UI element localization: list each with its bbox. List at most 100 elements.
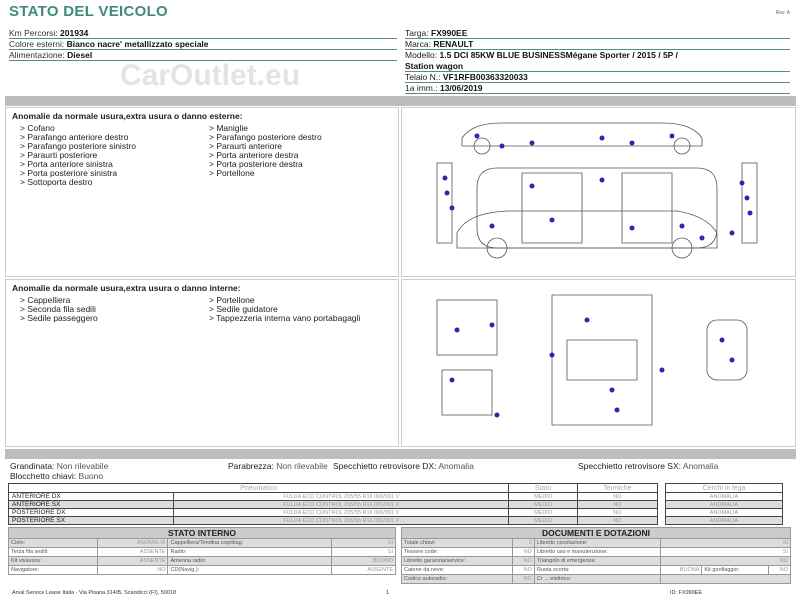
table-row: Tessere code: NO Libretto uso e manutenzio… xyxy=(401,547,791,557)
tyres-table: Pneumatico Stato Termiche ANTERIORE DX FULD… xyxy=(7,483,659,525)
tyre-termiche: NO xyxy=(576,516,659,525)
modello-row-2: Station wagon xyxy=(405,61,790,72)
field-label: Tessere code: xyxy=(401,547,513,557)
specchietto-dx: Specchietto retrovisore DX: Anomalia xyxy=(333,462,474,471)
exterior-diagram xyxy=(401,107,796,277)
value: RENAULT xyxy=(433,39,474,49)
damage-marker xyxy=(444,190,450,196)
interior-diagram xyxy=(401,279,796,447)
cerchi-value: ANOMALIA xyxy=(665,516,783,525)
footer-ref: ID: FX990EE xyxy=(670,590,703,596)
table-row: Cielo: ANOMALIA Cappelliera/Tendina coprib… xyxy=(7,538,397,548)
damage-item: > Porta posteriore destra xyxy=(209,159,303,169)
label: Targa: xyxy=(405,28,429,38)
damage-marker xyxy=(679,223,685,229)
damage-marker xyxy=(549,352,555,358)
value: Non rilevabile xyxy=(56,461,109,471)
damage-item: > Porta anteriore sinistra xyxy=(20,159,113,169)
targa-row: Targa: FX990EE xyxy=(405,28,790,39)
damage-marker xyxy=(442,175,448,181)
field-label: Kit vivavoce: xyxy=(7,556,99,566)
divider-bar xyxy=(5,96,796,106)
label: Marca: xyxy=(405,39,431,49)
stato-interno-table: STATO INTERNO Cielo: ANOMALIA Cappelliera/… xyxy=(7,527,397,575)
grandinata: Grandinata: Non rilevabile xyxy=(10,462,108,471)
colore-row: Colore esterni: Bianco nacre' metallizza… xyxy=(9,39,397,50)
tyre-stato: MEDIO xyxy=(508,492,578,501)
label: 1a imm.: xyxy=(405,83,438,93)
header: Stato xyxy=(508,483,578,493)
tyre-row: POSTERIORE DX FULDA ECO CONTROL 205/55 R1… xyxy=(8,508,659,517)
field-label: Kit gonfiaggio: xyxy=(701,565,769,575)
field-label: Libretto circolazione: xyxy=(533,538,662,548)
damage-marker xyxy=(529,183,535,189)
damage-marker xyxy=(744,195,750,201)
value: Bianco nacre' metallizzato speciale xyxy=(66,39,209,49)
damage-item: > Sottoporta destro xyxy=(20,177,93,187)
damage-item: > Sedile passeggero xyxy=(20,313,98,323)
label: Telaio N.: xyxy=(405,72,441,82)
damage-marker xyxy=(599,135,605,141)
tyre-stato: MEDIO xyxy=(508,500,578,509)
cerchi-value: ANOMALIA xyxy=(665,500,783,509)
section-title: STATO INTERNO xyxy=(8,527,396,539)
damage-item: > Parafango posteriore destro xyxy=(209,132,322,142)
parabrezza: Parabrezza: Non rilevabile xyxy=(228,462,328,471)
damage-marker xyxy=(599,177,605,183)
revision: Rev. A xyxy=(775,10,790,16)
tyre-pos: ANTERIORE DX xyxy=(8,492,174,501)
table-row: Libretto garanzia/service: NO Triangolo di… xyxy=(401,556,791,566)
cerchi-row: ANOMALIA xyxy=(665,516,783,525)
documenti-table: DOCUMENTI E DOTAZIONI Totale chiavi: 2 Lib… xyxy=(401,527,792,584)
table-row: Kit vivavoce: ASSENTE Antenna radio: BUONO xyxy=(7,556,397,566)
damage-marker xyxy=(529,140,535,146)
cerchi-row: ANOMALIA xyxy=(665,500,783,509)
vehicle-info-right: Targa: FX990EE Marca: RENAULT Modello: 1… xyxy=(405,28,790,94)
tyre-pos: POSTERIORE DX xyxy=(8,508,174,517)
damage-marker xyxy=(449,377,455,383)
field-value: NO xyxy=(511,556,535,566)
watermark: CarOutlet.eu xyxy=(120,59,301,92)
field-value: SI xyxy=(330,547,397,557)
label: Modello: xyxy=(405,50,438,60)
damage-marker xyxy=(494,412,500,418)
cerchi-value: ANOMALIA xyxy=(665,492,783,501)
value: FX990EE xyxy=(431,28,468,38)
damage-item: > Cappelliera xyxy=(20,295,71,305)
table-row: Terza fila sedili: ASSENTE Radio: SI xyxy=(7,547,397,557)
damage-marker xyxy=(614,407,620,413)
damage-marker xyxy=(629,225,635,231)
field-value: 2 xyxy=(511,538,535,548)
table-row: Catene da neve: NO Ruota scorta: BUONA Kit g… xyxy=(401,565,792,575)
field-label: Totale chiavi: xyxy=(401,538,513,548)
field-label: CD(Navig.): xyxy=(167,565,332,575)
field-value: BUONO xyxy=(330,556,397,566)
value: 201934 xyxy=(60,28,89,38)
field-label: Cr ... elettrico: xyxy=(533,574,662,584)
tyre-stato: MEDIO xyxy=(508,516,578,525)
field-value: NO xyxy=(97,565,169,575)
damage-marker xyxy=(489,322,495,328)
field-label: Libretto uso e manutenzione: xyxy=(533,547,662,557)
field-label: Libretto garanzia/service: xyxy=(401,556,513,566)
tyre-stato: MEDIO xyxy=(508,508,578,517)
vehicle-info-left: Km Percorsi: 201934 Colore esterni: Bian… xyxy=(9,28,397,61)
damage-item: > Tappezzeria interna vano portabagagli xyxy=(209,313,361,323)
field-value: BUONA xyxy=(660,565,703,575)
damage-item: > Portellone xyxy=(209,168,255,178)
exterior-col-2: > Maniglie > Parafango posteriore destro >… xyxy=(209,124,398,187)
damage-marker xyxy=(449,205,455,211)
damage-item: > Portellone xyxy=(209,295,255,305)
field-label: Catene da neve: xyxy=(401,565,513,575)
tyre-row: ANTERIORE DX FULDA ECO CONTROL 205/55 R16… xyxy=(8,492,659,501)
divider-bar xyxy=(5,449,796,459)
damage-marker xyxy=(729,357,735,363)
damage-marker xyxy=(659,367,665,373)
tyre-tyre: FULDA ECO CONTROL 205/55 R16 000/091 V xyxy=(172,492,510,501)
damage-marker xyxy=(454,327,460,333)
field-value: NO xyxy=(511,565,535,575)
damage-item: > Maniglie xyxy=(209,123,248,133)
field-value xyxy=(660,574,791,584)
value: Station wagon xyxy=(405,61,464,71)
field-value: NO xyxy=(511,574,535,584)
